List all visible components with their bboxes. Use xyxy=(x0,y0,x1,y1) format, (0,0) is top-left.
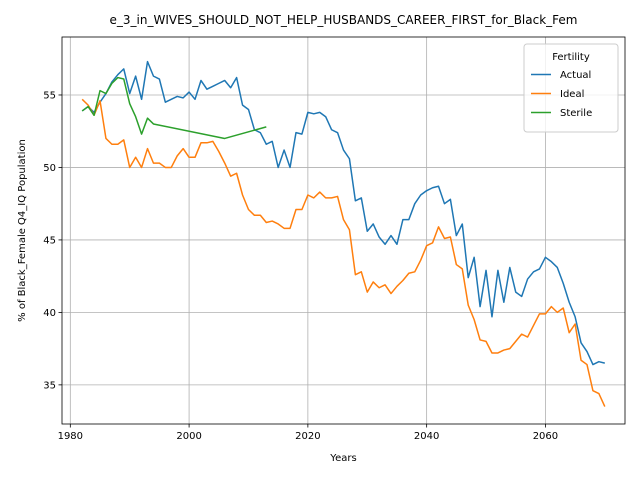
series-lines xyxy=(81,60,606,407)
y-tick-label: 35 xyxy=(43,380,56,391)
x-tick-label: 2020 xyxy=(295,431,320,442)
y-axis-label: % of Black_Female Q4_IQ Population xyxy=(17,139,28,322)
legend-box xyxy=(523,43,619,133)
chart-title: e_3_in_WIVES_SHOULD_NOT_HELP_HUSBANDS_CA… xyxy=(110,13,578,27)
legend: Fertility Actual Ideal Sterile xyxy=(523,43,619,133)
series-line-sterile xyxy=(81,76,267,140)
x-tick-label: 1980 xyxy=(58,431,83,442)
series-line-actual xyxy=(81,60,605,366)
x-axis-label: Years xyxy=(329,453,356,464)
legend-label-sterile: Sterile xyxy=(560,108,592,119)
plot-frame xyxy=(61,36,626,425)
legend-label-actual: Actual xyxy=(560,70,591,81)
x-tick-label: 2000 xyxy=(176,431,201,442)
x-tick-label: 2040 xyxy=(414,431,439,442)
y-tick-label: 45 xyxy=(43,235,56,246)
legend-label-ideal: Ideal xyxy=(560,89,584,100)
legend-title: Fertility xyxy=(552,52,590,63)
y-tick-label: 55 xyxy=(43,90,56,101)
y-tick-label: 40 xyxy=(43,308,56,319)
axis-ticks: 1980 2000 2020 2040 2060 35 40 45 50 55 xyxy=(43,90,558,442)
series-line-ideal xyxy=(81,98,606,407)
x-tick-label: 2060 xyxy=(533,431,558,442)
y-tick-label: 50 xyxy=(43,163,56,174)
